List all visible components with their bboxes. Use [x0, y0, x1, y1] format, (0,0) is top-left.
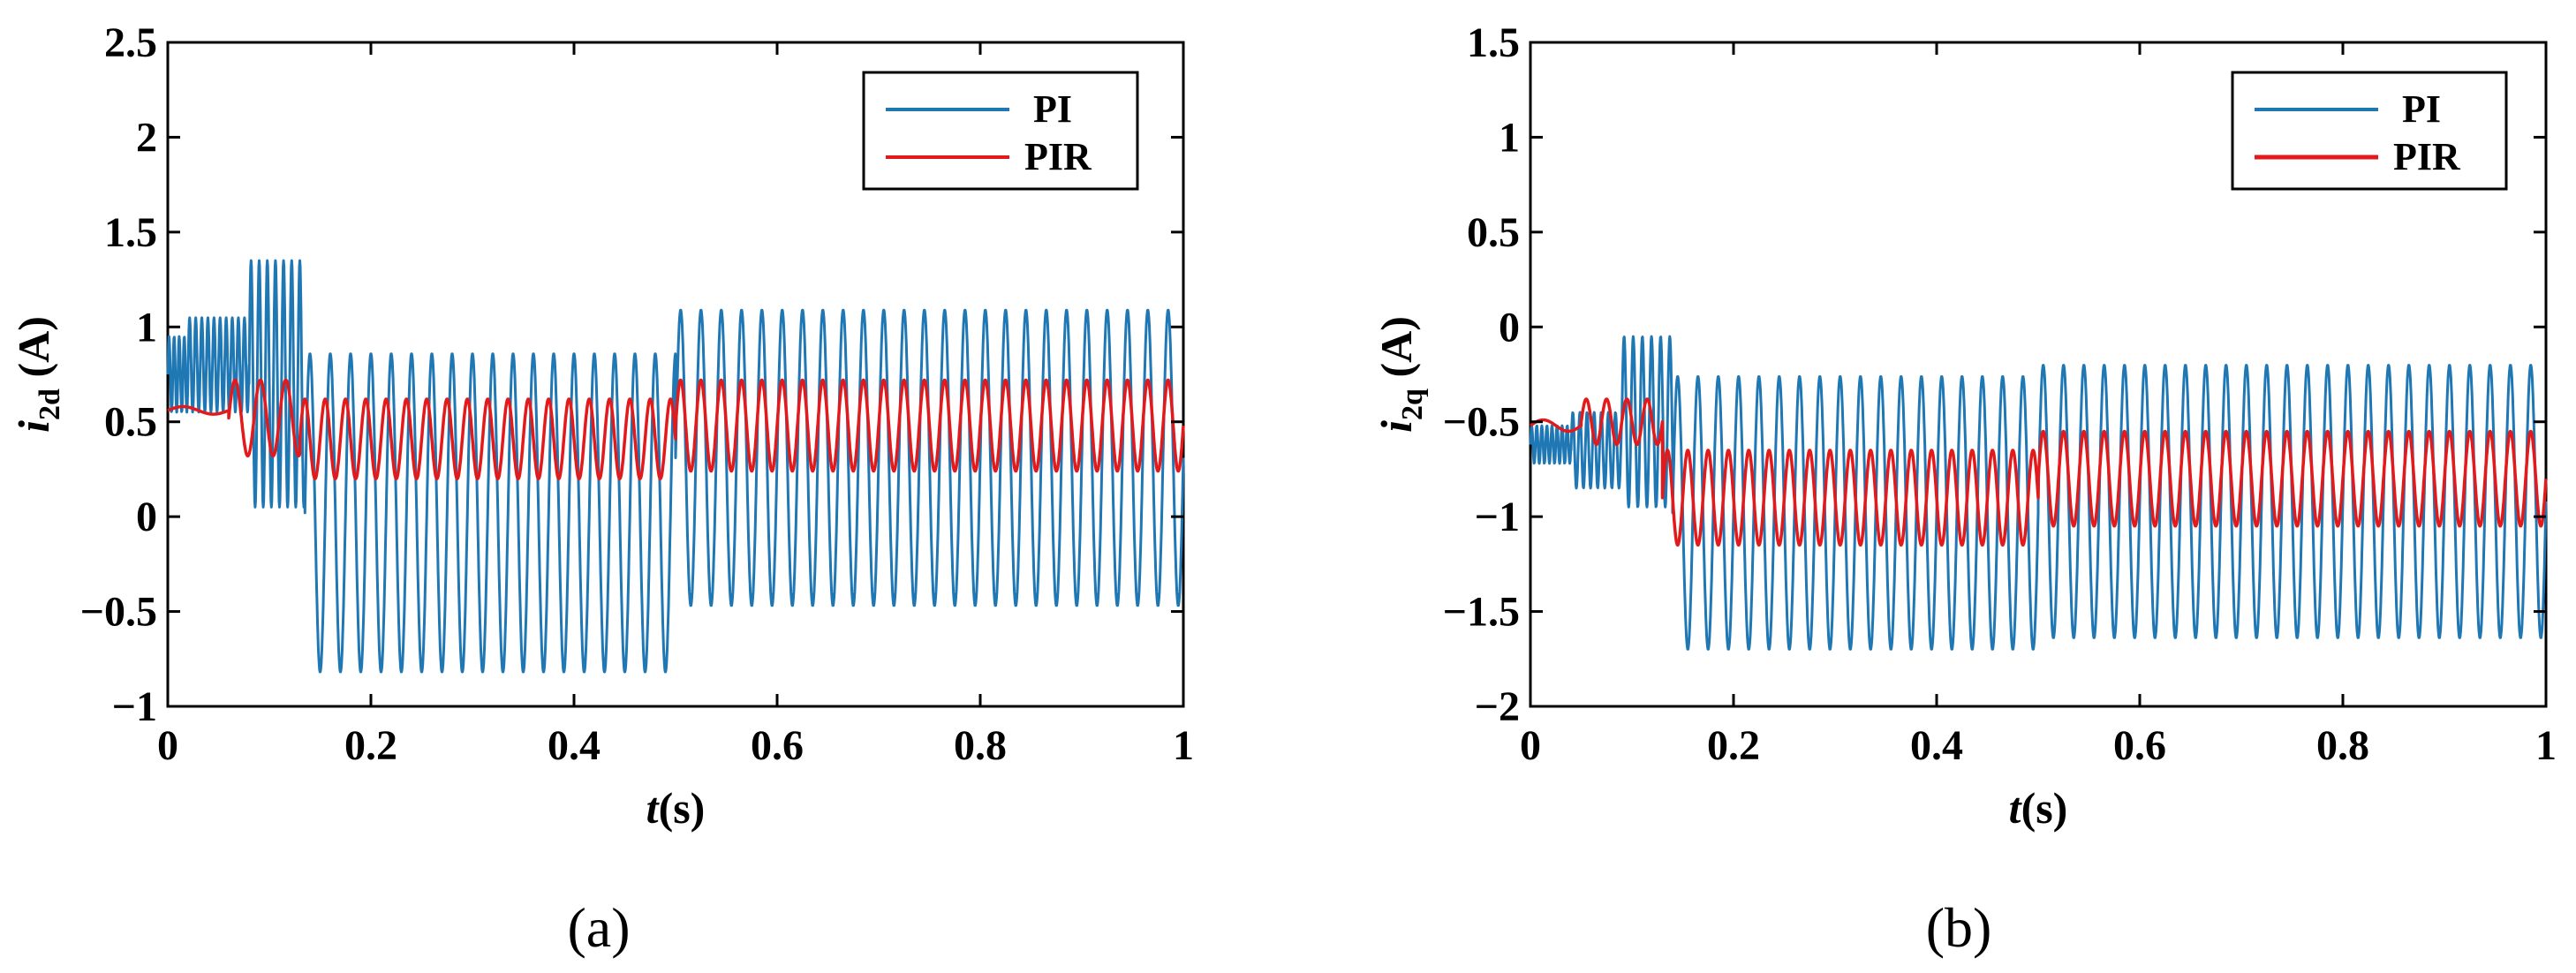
panel-a-xtick-label: 0.6	[751, 722, 804, 769]
panel-a-ytick-label: 0.5	[104, 399, 157, 446]
panel-b-legend: PI PIR	[2231, 71, 2508, 191]
panel-a-series-pir-line	[166, 378, 1185, 480]
caption-b: (b)	[1926, 896, 1992, 959]
panel-b-ytick-label: −2	[1475, 683, 1520, 730]
panel-a-ytick-label: 1	[136, 304, 157, 351]
panel-b-ytick-label: 0.5	[1467, 209, 1520, 256]
panel-b-series-pi-line	[1529, 335, 2548, 651]
panel-b-xtick-label: 0.4	[1910, 722, 1963, 769]
panel-a-ytick-label: 1.5	[104, 209, 157, 256]
panel-a-legend-box	[862, 71, 1139, 191]
panel-b-xtick-label: 0.2	[1707, 722, 1760, 769]
panel-b-ytick-label: 1.5	[1467, 19, 1520, 66]
panel-a-x-axis-label: t(s)	[646, 783, 706, 833]
panel-a-xtick-label: 1	[1173, 722, 1194, 769]
panel-a-chart: −1 −0.5 0 0.5 1 1.5 2 2.5 0 0.2 0.4 0.6 0.8 1 t(s) i…	[9, 19, 1194, 833]
panel-a-ytick-label: −1	[112, 683, 157, 730]
panel-b-legend-pir-label: PIR	[2393, 135, 2461, 178]
panel-b-ytick-label: 0	[1499, 304, 1520, 351]
panel-a-y-axis-label: i2d (A)	[9, 316, 66, 433]
panel-a-legend-pi-label: PI	[1033, 87, 1072, 131]
panel-b-xtick-label: 1	[2535, 722, 2557, 769]
panel-b-ytick-label: −0.5	[1443, 399, 1520, 446]
panel-a-legend: PI PIR	[862, 71, 1139, 191]
panel-b-xtick-label: 0	[1520, 722, 1541, 769]
panel-b-y-axis-label: i2q (A)	[1371, 316, 1429, 433]
panel-a-xtick-label: 0.4	[548, 722, 601, 769]
panel-b-chart: −2 −1.5 −1 −0.5 0 0.5 1 1.5 0 0.2 0.4 0.6 0.8 1 t(s)…	[1371, 19, 2557, 833]
caption-a: (a)	[567, 896, 630, 959]
panel-a-xtick-label: 0.8	[954, 722, 1007, 769]
panel-b-ytick-label: −1.5	[1443, 589, 1520, 636]
panel-a-ytick-label: −0.5	[80, 589, 157, 636]
panel-b-plot-frame	[1529, 41, 2548, 708]
panel-a-xtick-label: 0.2	[344, 722, 397, 769]
panel-b-series-pir-line	[1529, 397, 2548, 547]
panel-b-xtick-label: 0.8	[2316, 722, 2369, 769]
panel-b-x-ticks: 0 0.2 0.4 0.6 0.8 1	[1520, 42, 2557, 769]
panel-b-x-axis-label: t(s)	[2009, 783, 2068, 833]
panel-b-xtick-label: 0.6	[2113, 722, 2166, 769]
panel-a-ytick-label: 0	[136, 494, 157, 540]
panel-a-x-ticks: 0 0.2 0.4 0.6 0.8 1	[157, 42, 1194, 769]
panel-b-y-ticks: −2 −1.5 −1 −0.5 0 0.5 1 1.5	[1443, 19, 2546, 730]
panel-a-legend-pir-label: PIR	[1024, 135, 1092, 178]
panel-b-legend-box	[2231, 71, 2508, 191]
panel-b-ytick-label: −1	[1475, 494, 1520, 540]
panel-b-series-layer	[1529, 335, 2548, 651]
panel-a-ytick-label: 2.5	[104, 19, 157, 66]
panel-a-series-pi-line	[166, 259, 1185, 674]
panel-b-legend-pi-label: PI	[2402, 87, 2441, 131]
panel-a-series-layer	[166, 259, 1185, 674]
panel-a-xtick-label: 0	[157, 722, 178, 769]
panel-b-ytick-label: 1	[1499, 114, 1520, 161]
panel-a-y-ticks: −1 −0.5 0 0.5 1 1.5 2 2.5	[80, 19, 1183, 730]
panel-a-ytick-label: 2	[136, 114, 157, 161]
